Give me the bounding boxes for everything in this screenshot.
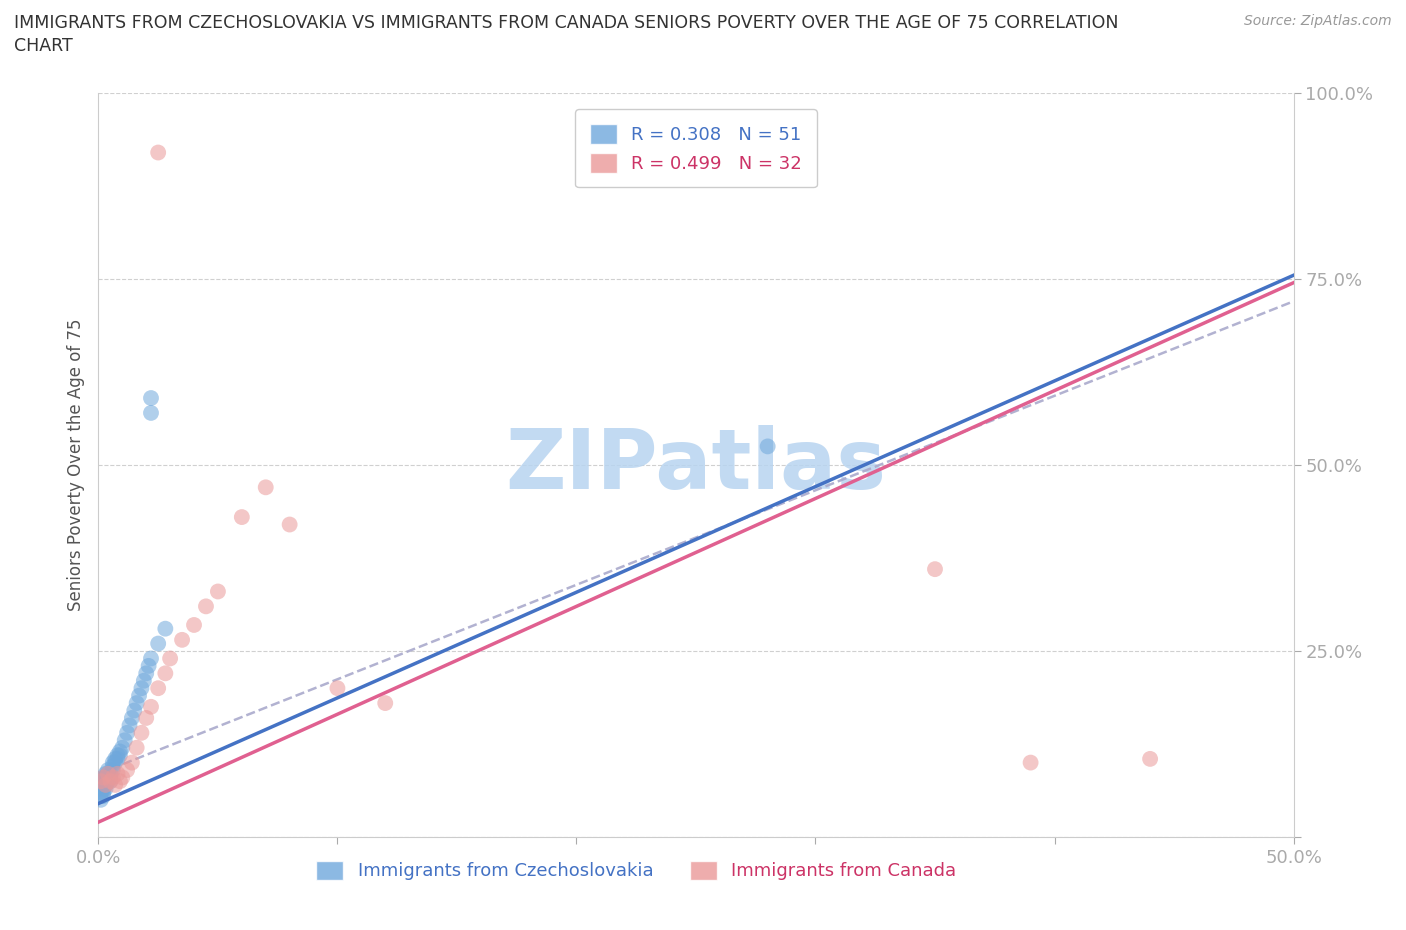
Point <box>97 770 120 785</box>
Point <box>94 777 117 792</box>
Point <box>108 748 131 763</box>
Point <box>104 751 127 766</box>
Point <box>91 770 114 785</box>
Text: ZIPatlas: ZIPatlas <box>506 424 886 506</box>
Point <box>107 751 129 766</box>
Point <box>135 711 157 725</box>
Point <box>125 740 148 755</box>
Point <box>90 777 112 792</box>
Point <box>121 711 143 725</box>
Point <box>115 725 138 740</box>
Point <box>1139 751 1161 766</box>
Point <box>111 740 134 755</box>
Point <box>207 584 229 599</box>
Point <box>107 748 129 763</box>
Point <box>148 636 170 651</box>
Point <box>139 699 162 714</box>
Point <box>131 725 153 740</box>
Point <box>90 789 112 804</box>
Point <box>138 658 160 673</box>
Point <box>125 696 148 711</box>
Point <box>101 763 124 777</box>
Point <box>90 785 112 800</box>
Point <box>135 666 157 681</box>
Point <box>91 789 114 804</box>
Point <box>91 777 114 792</box>
Point <box>97 774 120 789</box>
Point <box>104 777 127 792</box>
Point <box>148 145 170 160</box>
Point <box>124 703 146 718</box>
Point <box>91 785 114 800</box>
Point <box>139 391 162 405</box>
Point <box>148 681 170 696</box>
Point <box>114 733 136 748</box>
Point <box>91 770 114 785</box>
Point <box>131 681 153 696</box>
Point <box>108 744 131 759</box>
Point <box>97 766 120 781</box>
Point <box>94 774 117 789</box>
Point <box>108 774 131 789</box>
Point <box>90 774 112 789</box>
Text: IMMIGRANTS FROM CZECHOSLOVAKIA VS IMMIGRANTS FROM CANADA SENIORS POVERTY OVER TH: IMMIGRANTS FROM CZECHOSLOVAKIA VS IMMIGR… <box>14 14 1119 32</box>
Point <box>111 770 134 785</box>
Point <box>115 763 138 777</box>
Point <box>104 755 127 770</box>
Point <box>94 777 117 792</box>
Point <box>183 618 205 632</box>
Text: Source: ZipAtlas.com: Source: ZipAtlas.com <box>1244 14 1392 28</box>
Point <box>101 759 124 774</box>
Point <box>155 621 177 636</box>
Point <box>91 781 114 796</box>
Y-axis label: Seniors Poverty Over the Age of 75: Seniors Poverty Over the Age of 75 <box>66 319 84 611</box>
Point <box>326 681 349 696</box>
Legend: Immigrants from Czechoslovakia, Immigrants from Canada: Immigrants from Czechoslovakia, Immigran… <box>302 846 970 895</box>
Point <box>231 510 253 525</box>
Point <box>278 517 301 532</box>
Point <box>98 774 122 789</box>
Point <box>97 766 120 781</box>
Point <box>121 755 143 770</box>
Point <box>1019 755 1042 770</box>
Point <box>94 770 117 785</box>
Point <box>98 766 122 781</box>
Point <box>94 766 117 781</box>
Point <box>98 774 122 789</box>
Point <box>254 480 277 495</box>
Point <box>101 755 124 770</box>
Point <box>172 632 194 647</box>
Point <box>118 718 141 733</box>
Point <box>107 766 129 781</box>
Point <box>90 781 112 796</box>
Point <box>139 405 162 420</box>
Point <box>374 696 396 711</box>
Point <box>94 781 117 796</box>
Point <box>90 792 112 807</box>
Point <box>132 673 155 688</box>
Point <box>91 774 114 789</box>
Point <box>90 774 112 789</box>
Point <box>159 651 181 666</box>
Text: CHART: CHART <box>14 37 73 55</box>
Point <box>97 763 120 777</box>
Point <box>195 599 218 614</box>
Point <box>756 439 779 454</box>
Point <box>155 666 177 681</box>
Point <box>98 770 122 785</box>
Point <box>139 651 162 666</box>
Point <box>924 562 946 577</box>
Point <box>101 770 124 785</box>
Point <box>128 688 150 703</box>
